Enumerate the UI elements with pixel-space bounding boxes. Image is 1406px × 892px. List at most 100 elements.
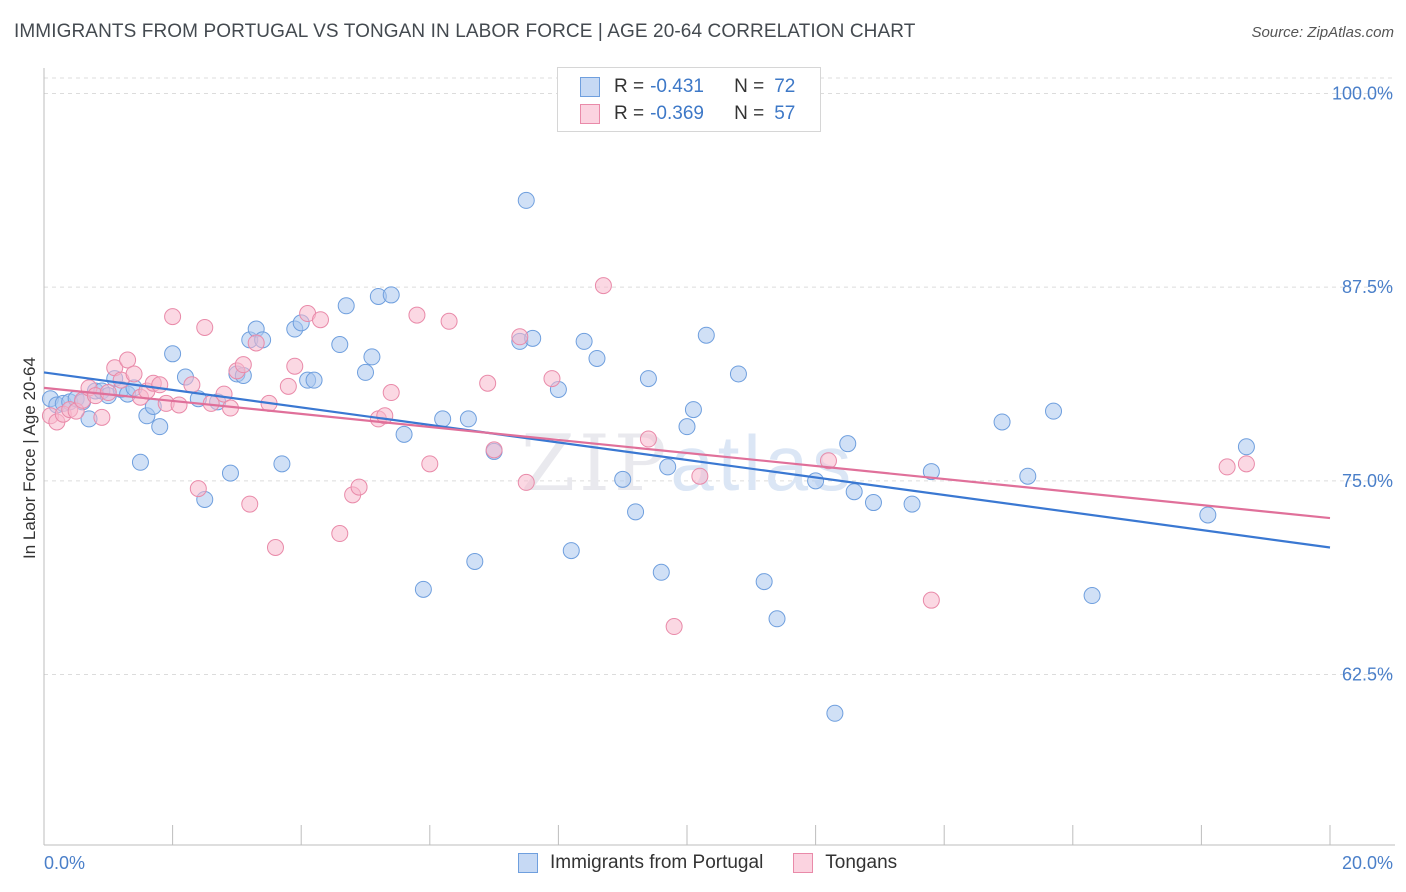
portugal-point — [273, 455, 291, 473]
axes — [43, 68, 1395, 846]
tongans-point — [331, 525, 349, 543]
tongans-point — [99, 384, 117, 402]
tongans-point — [511, 328, 529, 346]
legend-label-portugal: Immigrants from Portugal — [550, 852, 764, 873]
n-value: 57 — [774, 103, 796, 124]
n-value: 72 — [774, 76, 796, 97]
portugal-point — [1199, 506, 1217, 524]
tongans-point — [234, 356, 252, 374]
portugal-point — [164, 345, 182, 363]
tick-labels: 62.5% 75.0% 87.5% 100.0% 0.0% 20.0% — [44, 83, 1393, 873]
portugal-point — [221, 464, 239, 482]
portugal-point — [768, 610, 786, 628]
portugal-point — [678, 418, 696, 436]
portugal-trend-line — [43, 371, 1331, 549]
source-credit: Source: ZipAtlas.com — [1251, 24, 1394, 41]
portugal-point — [1019, 467, 1037, 485]
tongans-point — [517, 473, 535, 491]
portugal-point — [363, 348, 381, 366]
tongans-point — [286, 357, 304, 375]
portugal-point — [1083, 587, 1101, 605]
portugal-point — [1237, 438, 1255, 456]
legend-item-portugal[interactable]: Immigrants from Portugal — [518, 852, 763, 874]
portugal-point — [305, 371, 323, 389]
legend-item-tongans[interactable]: Tongans — [793, 852, 897, 874]
tongans-point — [119, 351, 137, 369]
tongans-point — [311, 311, 329, 329]
legend-swatch-portugal — [518, 853, 538, 873]
y-tick-label: 62.5% — [1342, 665, 1393, 685]
legend-swatch-portugal — [580, 77, 600, 97]
tongans-point — [241, 495, 259, 513]
portugal-point — [459, 410, 477, 428]
tongans-point — [691, 467, 709, 485]
portugal-point — [331, 336, 349, 354]
portugal-point — [588, 349, 606, 367]
tongans-point — [1218, 458, 1236, 476]
tongans-point — [543, 370, 561, 388]
tongans-point — [421, 455, 439, 473]
chart-title: IMMIGRANTS FROM PORTUGAL VS TONGAN IN LA… — [14, 21, 916, 42]
portugal-point — [684, 401, 702, 419]
legend-swatch-tongans — [793, 853, 814, 873]
tongans-point — [170, 396, 188, 414]
portugal-point — [903, 495, 921, 513]
tongans-point — [189, 480, 207, 498]
tongans-point — [164, 308, 182, 326]
tongans-point — [382, 384, 400, 402]
y-axis-label: In Labor Force | Age 20-64 — [20, 357, 39, 559]
portugal-point — [357, 363, 374, 381]
portugal-point — [517, 191, 535, 209]
tongans-point — [1237, 455, 1255, 473]
legend-label-tongans: Tongans — [825, 852, 898, 873]
portugal-point — [395, 425, 413, 443]
r-label: R = — [614, 103, 645, 124]
tongans-point — [93, 408, 111, 426]
tongans-point — [350, 478, 368, 496]
tongans-point — [639, 430, 657, 448]
tongans-point — [183, 376, 201, 394]
portugal-point — [414, 580, 432, 598]
tongans-point — [279, 377, 297, 395]
y-tick-label: 75.0% — [1342, 471, 1393, 491]
portugal-point — [993, 413, 1011, 431]
tongans-point — [594, 277, 612, 295]
portugal-point — [826, 704, 844, 722]
portugal-point — [562, 542, 580, 560]
y-tick-label: 100.0% — [1332, 83, 1393, 103]
tongans-point — [408, 306, 426, 324]
tongans-point — [151, 376, 169, 394]
tongans-point — [485, 441, 503, 459]
tongans-point — [819, 452, 837, 470]
portugal-point — [864, 494, 882, 512]
portugal-point — [614, 470, 632, 488]
r-value: -0.431 — [650, 76, 704, 97]
portugal-point — [839, 435, 857, 453]
series-tongans-points — [41, 277, 1255, 636]
portugal-point — [1045, 402, 1063, 420]
portugal-point — [845, 483, 863, 501]
x-tick-label: 20.0% — [1342, 853, 1393, 873]
portugal-point — [434, 410, 452, 428]
portugal-point — [639, 370, 657, 388]
portugal-point — [697, 326, 715, 344]
series-legend: Immigrants from Portugal Tongans — [518, 852, 927, 874]
portugal-point — [652, 563, 670, 581]
portugal-point — [151, 418, 169, 436]
legend-row-tongans: R = -0.369 N = 57 — [580, 101, 795, 127]
tongans-point — [479, 374, 497, 392]
x-tick-label: 0.0% — [44, 853, 85, 873]
portugal-point — [807, 472, 825, 490]
portugal-point — [729, 365, 747, 383]
tongans-point — [125, 365, 143, 383]
n-label: N = — [734, 103, 765, 124]
tongans-point — [196, 318, 214, 336]
y-tick-label: 87.5% — [1342, 277, 1393, 297]
portugal-point — [922, 463, 940, 481]
tongans-point — [665, 618, 683, 636]
tongans-point — [440, 312, 458, 330]
n-label: N = — [734, 76, 765, 97]
tongans-point — [922, 591, 940, 609]
portugal-point — [659, 458, 677, 476]
